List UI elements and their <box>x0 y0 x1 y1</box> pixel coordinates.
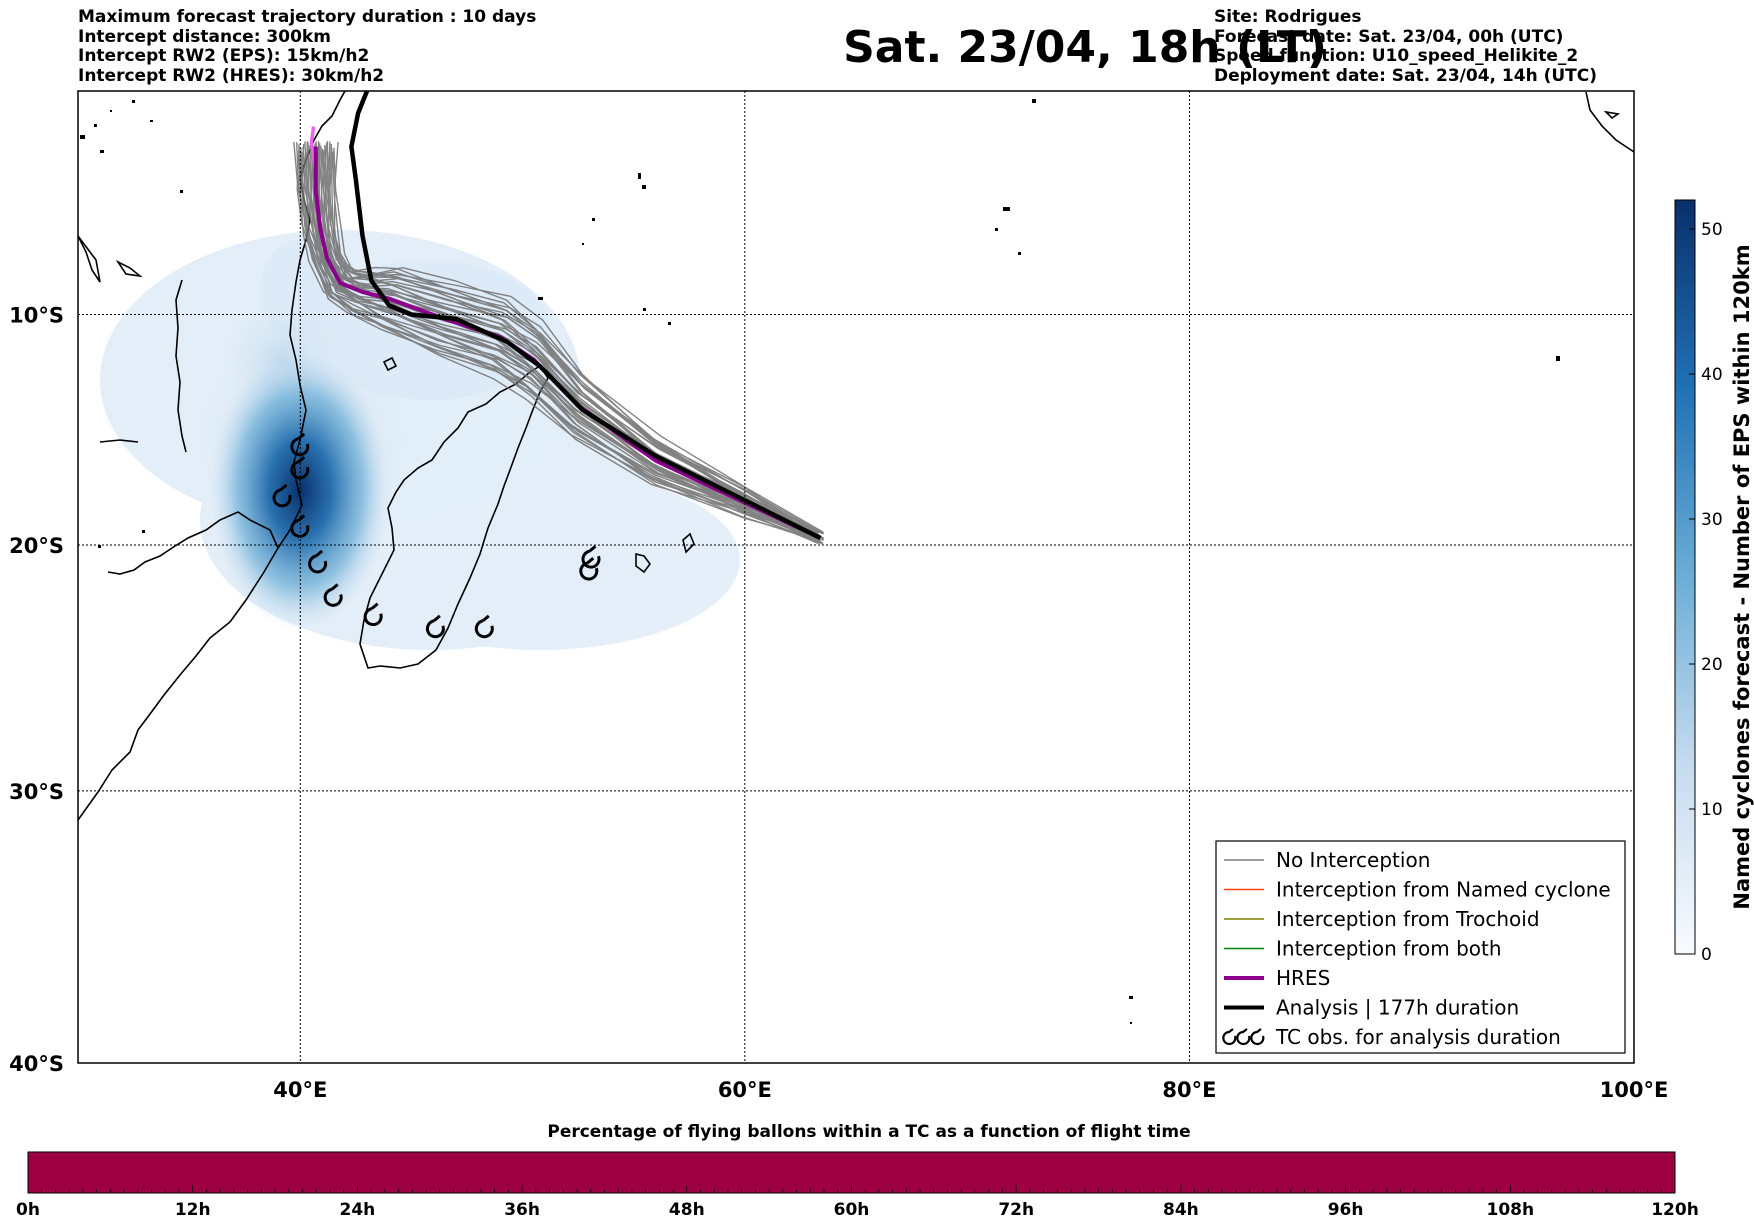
lat-tick-label: 40°S <box>9 1052 64 1076</box>
eps-trajectory <box>305 141 824 534</box>
legend-item: HRES <box>1224 966 1330 990</box>
tc-symbol-icon <box>1236 1028 1251 1046</box>
tc-symbol-icon <box>363 602 383 627</box>
tc-symbol-icon <box>581 545 601 569</box>
deployment-info: Site: Rodrigues Forecast date: Sat. 23/0… <box>1214 7 1598 86</box>
tc-symbol-icon <box>290 514 310 538</box>
forecast-parameters: Maximum forecast trajectory duration : 1… <box>78 7 537 86</box>
tc-symbol-icon <box>323 583 343 607</box>
tc-symbol-icon <box>474 614 494 639</box>
small-islands <box>80 99 1560 1024</box>
legend-label: Interception from Trochoid <box>1276 907 1540 931</box>
map-frame <box>77 90 1635 1064</box>
legend-label: TC obs. for analysis duration <box>1275 1025 1561 1049</box>
eps-trajectory <box>333 150 821 541</box>
flight-time-colorbar: Percentage of flying ballons within a TC… <box>16 1122 1699 1220</box>
density-colorbar-bar <box>1674 199 1696 955</box>
colorbar-tick-label: 0 <box>1701 945 1712 965</box>
flight-time-tick-label: 120h <box>1651 1200 1699 1220</box>
tc-symbol-icon <box>1250 1028 1265 1046</box>
eps-trajectory <box>332 151 823 545</box>
flight-time-colorbar-title: Percentage of flying ballons within a TC… <box>547 1122 1190 1142</box>
info-speed-function: Speed function: U10_speed_Helikite_2 <box>1214 46 1579 66</box>
legend-box <box>1215 840 1626 1054</box>
tc-symbol-icon <box>272 483 292 508</box>
tc-symbol-icon <box>579 557 599 581</box>
tc-symbol-icon <box>290 432 310 457</box>
colorbar-tick-label: 10 <box>1701 800 1723 820</box>
param-intercept-distance: Intercept distance: 300km <box>78 26 331 47</box>
legend-label: Analysis | 177h duration <box>1276 996 1519 1020</box>
info-forecast-date: Forecast date: Sat. 23/04, 00h (UTC) <box>1214 26 1564 47</box>
flight-time-tick-label: 84h <box>1163 1200 1199 1220</box>
legend-item: Interception from Trochoid <box>1224 907 1540 931</box>
eps-trajectory <box>329 147 823 538</box>
lon-tick-labels: 40°E 60°E 80°E 100°E <box>273 1078 1668 1102</box>
legend-label: Interception from both <box>1276 937 1502 961</box>
flight-time-tick-label: 96h <box>1328 1200 1364 1220</box>
flight-time-tick-label: 108h <box>1487 1200 1535 1220</box>
legend-label: No Interception <box>1276 848 1430 872</box>
info-deployment-date: Deployment date: Sat. 23/04, 14h (UTC) <box>1214 65 1598 86</box>
flight-time-tick-label: 0h <box>16 1200 40 1220</box>
lon-tick-label: 40°E <box>273 1078 327 1102</box>
flight-time-tick-label: 48h <box>669 1200 705 1220</box>
info-site: Site: Rodrigues <box>1214 7 1362 27</box>
legend: No Interception Interception from Named c… <box>1215 840 1626 1054</box>
param-intercept-hres: Intercept RW2 (HRES): 30km/h2 <box>78 65 385 86</box>
eps-trajectory <box>296 150 821 541</box>
lon-tick-label: 80°E <box>1162 1078 1216 1102</box>
tc-symbol-icon <box>1222 1028 1237 1046</box>
lat-tick-labels: 10°S 20°S 30°S 40°S <box>9 304 64 1076</box>
eps-density-field <box>100 230 740 650</box>
lat-tick-label: 20°S <box>9 534 64 558</box>
tc-symbol-icon <box>290 455 310 480</box>
lon-tick-label: 100°E <box>1600 1078 1669 1102</box>
legend-label: HRES <box>1276 966 1330 990</box>
hres-track <box>313 146 822 540</box>
colorbar-tick-label: 30 <box>1701 510 1723 530</box>
colorbar-tick-label: 20 <box>1701 655 1723 675</box>
flight-time-tick-label: 12h <box>175 1200 211 1220</box>
tc-symbol-icon <box>308 549 328 574</box>
lat-tick-label: 10°S <box>9 304 64 328</box>
legend-label: Interception from Named cyclone <box>1276 878 1611 902</box>
colorbar-tick-label: 40 <box>1701 365 1723 385</box>
density-colorbar: Named cyclones forecast - Number of EPS … <box>1674 199 1754 965</box>
tc-symbol-icon <box>425 614 445 639</box>
flight-time-tick-label: 72h <box>998 1200 1034 1220</box>
legend-item: Interception from both <box>1224 937 1502 961</box>
param-intercept-eps: Intercept RW2 (EPS): 15km/h2 <box>78 46 370 66</box>
page-title: Sat. 23/04, 18h (LT) <box>843 22 1327 73</box>
flight-time-tick-label: 36h <box>504 1200 540 1220</box>
tc-observations <box>272 432 601 639</box>
param-duration: Maximum forecast trajectory duration : 1… <box>78 7 537 27</box>
lon-tick-label: 60°E <box>718 1078 772 1102</box>
legend-item: No Interception <box>1224 848 1430 872</box>
colorbar-tick-label: 50 <box>1701 220 1723 240</box>
map-gridlines <box>78 91 1634 1063</box>
lat-tick-label: 30°S <box>9 780 64 804</box>
flight-time-tick-label: 60h <box>834 1200 870 1220</box>
flight-time-tick-label: 24h <box>340 1200 376 1220</box>
legend-item: TC obs. for analysis duration <box>1222 1025 1561 1049</box>
density-colorbar-label: Named cyclones forecast - Number of EPS … <box>1730 244 1754 909</box>
legend-item: Interception from Named cyclone <box>1224 878 1611 902</box>
flight-time-ticks: 0h 12h 24h 36h 48h 60h 72h 84h 96h 108h 120h <box>16 1185 1699 1220</box>
legend-item: Analysis | 177h duration <box>1224 996 1519 1020</box>
